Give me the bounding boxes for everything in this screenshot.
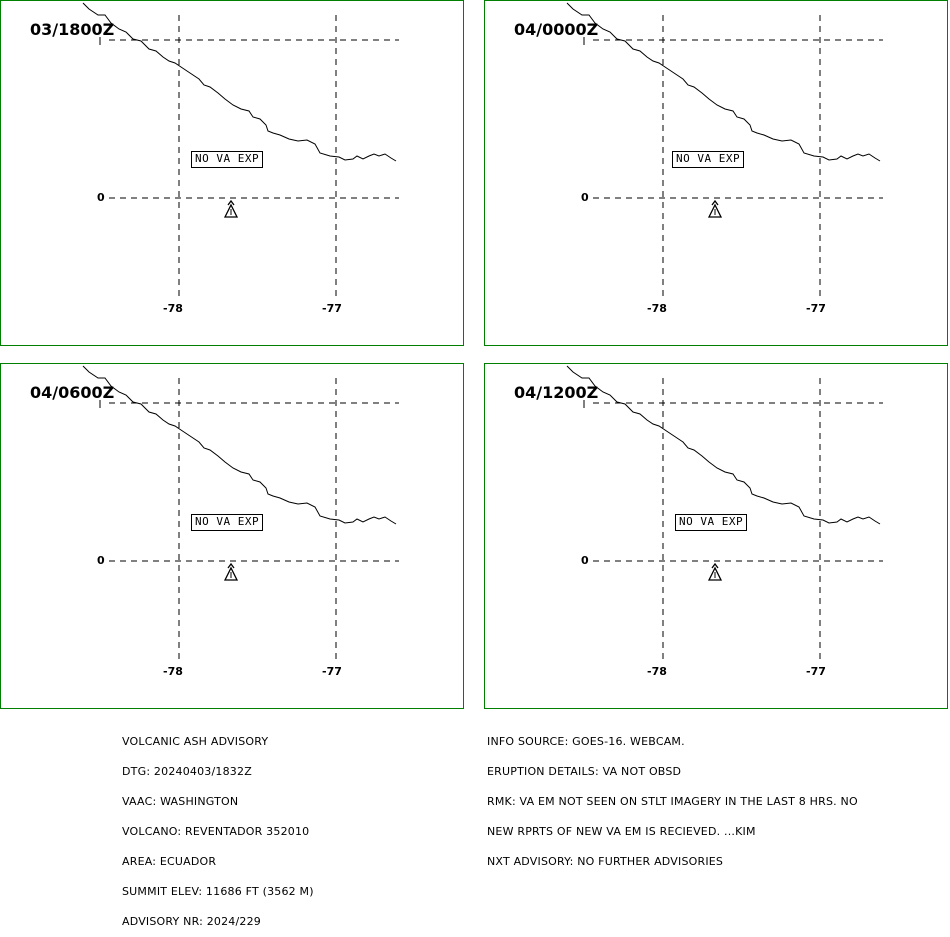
forecast-time: 04/0000Z bbox=[514, 20, 599, 39]
advisory-line: VOLCANO: REVENTADOR 352010 bbox=[122, 825, 310, 838]
advisory-line: VOLCANIC ASH ADVISORY bbox=[122, 735, 269, 748]
lon-label-west: -78 bbox=[647, 665, 667, 678]
map-panel-4: 04/1200Z 0 -78 -77 NO VA EXP bbox=[484, 363, 948, 709]
advisory-line: ADVISORY NR: 2024/229 bbox=[122, 915, 261, 928]
advisory-line: DTG: 20240403/1832Z bbox=[122, 765, 252, 778]
map-panel-3: 04/0600Z 0 -78 -77 NO VA EXP bbox=[0, 363, 464, 709]
lon-label-east: -77 bbox=[322, 665, 342, 678]
coastline bbox=[566, 2, 881, 162]
lat-label: 0 bbox=[581, 554, 589, 567]
forecast-time: 04/0600Z bbox=[30, 383, 115, 402]
advisory-details-text: INFO SOURCE: GOES-16. WEBCAM. ERUPTION D… bbox=[487, 717, 858, 877]
map-graphics bbox=[566, 365, 883, 660]
lat-label: 0 bbox=[97, 191, 105, 204]
lon-label-east: -77 bbox=[322, 302, 342, 315]
no-va-label: NO VA EXP bbox=[675, 514, 748, 531]
no-va-label: NO VA EXP bbox=[191, 514, 264, 531]
no-va-label: NO VA EXP bbox=[672, 151, 745, 168]
advisory-line: NEW RPRTS OF NEW VA EM IS RECIEVED. ...K… bbox=[487, 825, 756, 838]
advisory-line: ERUPTION DETAILS: VA NOT OBSD bbox=[487, 765, 682, 778]
lat-label: 0 bbox=[97, 554, 105, 567]
advisory-header-text: VOLCANIC ASH ADVISORY DTG: 20240403/1832… bbox=[122, 717, 314, 937]
advisory-line: INFO SOURCE: GOES-16. WEBCAM. bbox=[487, 735, 685, 748]
map-panel-1: 03/1800Z 0 -78 -77 NO VA EXP bbox=[0, 0, 464, 346]
volcano-icon bbox=[223, 199, 239, 218]
map-graphics bbox=[82, 365, 399, 660]
volcano-icon bbox=[707, 562, 723, 581]
advisory-line: SUMMIT ELEV: 11686 FT (3562 M) bbox=[122, 885, 314, 898]
lon-label-east: -77 bbox=[806, 665, 826, 678]
coastline bbox=[82, 2, 397, 162]
advisory-line: AREA: ECUADOR bbox=[122, 855, 217, 868]
lon-label-west: -78 bbox=[163, 302, 183, 315]
coastline bbox=[82, 365, 397, 525]
lon-label-west: -78 bbox=[163, 665, 183, 678]
coastline bbox=[566, 365, 881, 525]
lat-label: 0 bbox=[581, 191, 589, 204]
forecast-time: 04/1200Z bbox=[514, 383, 599, 402]
map-graphics bbox=[82, 2, 399, 297]
volcano-icon bbox=[707, 199, 723, 218]
map-panel-2: 04/0000Z 0 -78 -77 NO VA EXP bbox=[484, 0, 948, 346]
no-va-label: NO VA EXP bbox=[191, 151, 264, 168]
map-graphics bbox=[566, 2, 883, 297]
volcano-icon bbox=[223, 562, 239, 581]
advisory-line: VAAC: WASHINGTON bbox=[122, 795, 239, 808]
forecast-time: 03/1800Z bbox=[30, 20, 115, 39]
advisory-line: RMK: VA EM NOT SEEN ON STLT IMAGERY IN T… bbox=[487, 795, 858, 808]
lon-label-east: -77 bbox=[806, 302, 826, 315]
lon-label-west: -78 bbox=[647, 302, 667, 315]
advisory-line: NXT ADVISORY: NO FURTHER ADVISORIES bbox=[487, 855, 724, 868]
